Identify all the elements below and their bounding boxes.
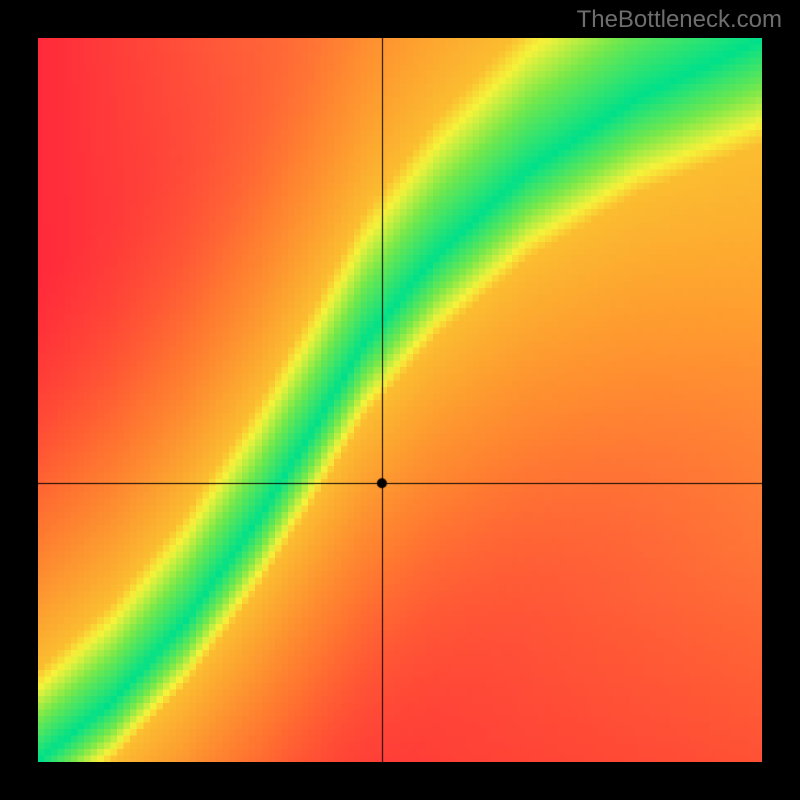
bottleneck-heatmap: [38, 38, 762, 762]
watermark-text: TheBottleneck.com: [577, 6, 782, 34]
chart-container: TheBottleneck.com: [0, 0, 800, 800]
